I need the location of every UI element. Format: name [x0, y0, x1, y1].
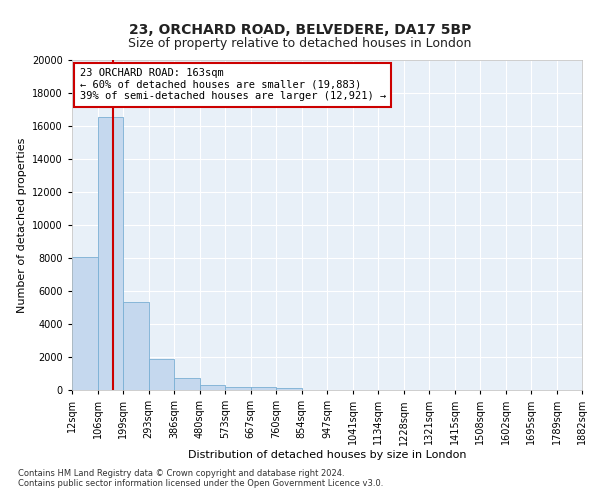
Text: Contains public sector information licensed under the Open Government Licence v3: Contains public sector information licen…	[18, 478, 383, 488]
Text: Size of property relative to detached houses in London: Size of property relative to detached ho…	[128, 38, 472, 51]
Text: 23, ORCHARD ROAD, BELVEDERE, DA17 5BP: 23, ORCHARD ROAD, BELVEDERE, DA17 5BP	[129, 22, 471, 36]
Bar	[251, 387, 276, 390]
Title: 23, ORCHARD ROAD, BELVEDERE, DA17 5BP
Size of property relative to detached hous: 23, ORCHARD ROAD, BELVEDERE, DA17 5BP Si…	[0, 499, 1, 500]
Bar	[199, 384, 225, 390]
X-axis label: Distribution of detached houses by size in London: Distribution of detached houses by size …	[188, 450, 466, 460]
Bar	[149, 360, 174, 390]
Bar	[123, 302, 149, 390]
Bar	[174, 378, 199, 390]
Bar	[72, 257, 97, 390]
Text: 23 ORCHARD ROAD: 163sqm
← 60% of detached houses are smaller (19,883)
39% of sem: 23 ORCHARD ROAD: 163sqm ← 60% of detache…	[80, 68, 386, 102]
Bar	[97, 117, 123, 390]
Y-axis label: Number of detached properties: Number of detached properties	[17, 138, 26, 312]
Bar	[276, 388, 302, 390]
Bar	[225, 386, 251, 390]
Text: Contains HM Land Registry data © Crown copyright and database right 2024.: Contains HM Land Registry data © Crown c…	[18, 468, 344, 477]
